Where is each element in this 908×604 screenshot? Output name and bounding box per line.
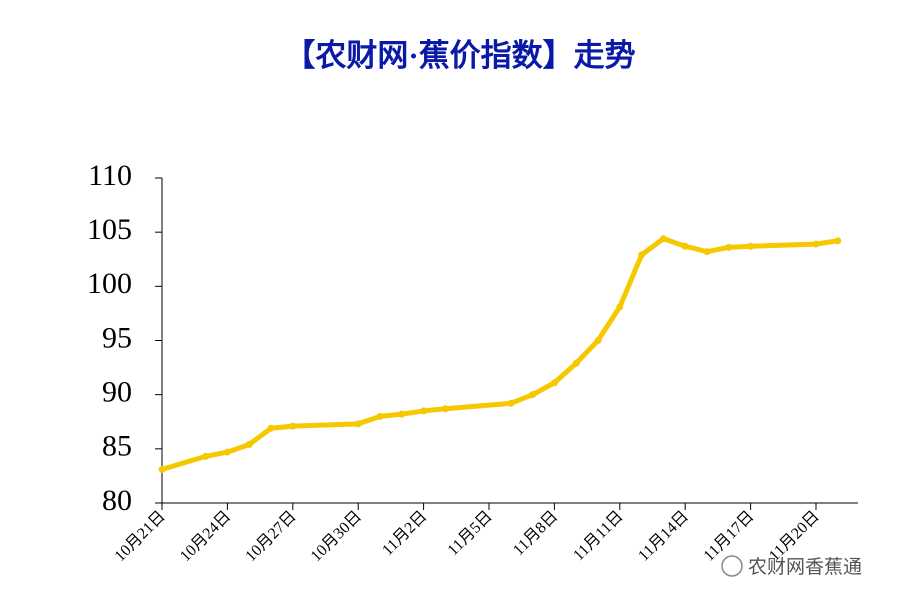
y-tick-label: 95 — [102, 321, 132, 354]
watermark-text: 农财网香蕉通 — [748, 556, 862, 578]
point — [638, 251, 646, 259]
y-tick-label: 85 — [102, 430, 132, 463]
point — [681, 242, 689, 250]
x-tick-label: 10月24日 — [177, 508, 234, 565]
point — [441, 405, 449, 413]
x-tick-label: 11月2日 — [379, 508, 430, 559]
chart-title: 【农财网·蕉价指数】走势 — [284, 38, 635, 73]
point — [245, 441, 253, 448]
x-tick-label: 10月30日 — [308, 508, 365, 565]
point — [354, 420, 362, 428]
point — [223, 448, 231, 456]
x-tick-label: 10月27日 — [242, 508, 299, 565]
point — [616, 303, 624, 311]
y-tick-label: 105 — [87, 213, 132, 246]
point — [725, 243, 733, 251]
point — [376, 412, 384, 420]
watermark: 农财网香蕉通 — [721, 555, 862, 578]
point — [572, 359, 580, 367]
point — [202, 452, 210, 460]
x-tick-label: 11月5日 — [445, 508, 496, 559]
point — [158, 465, 166, 473]
x-tick-label: 11月8日 — [510, 508, 561, 559]
point — [267, 424, 275, 432]
point — [659, 235, 667, 243]
y-tick-label: 80 — [102, 484, 132, 517]
point — [747, 242, 755, 250]
point — [289, 422, 297, 430]
point — [529, 391, 537, 399]
x-tick-label: 11月11日 — [570, 508, 626, 564]
y-tick-label: 90 — [102, 376, 132, 409]
y-tick-label: 110 — [88, 159, 132, 192]
line — [161, 236, 839, 472]
point — [507, 399, 515, 407]
point — [594, 337, 602, 344]
point — [834, 237, 842, 245]
y-tick-label: 100 — [87, 267, 132, 300]
point — [812, 240, 820, 248]
watermark-icon — [721, 555, 743, 577]
point — [398, 410, 406, 418]
point — [420, 407, 428, 415]
x-tick-label: 11月14日 — [635, 508, 692, 565]
point — [703, 248, 711, 256]
point — [550, 379, 558, 387]
